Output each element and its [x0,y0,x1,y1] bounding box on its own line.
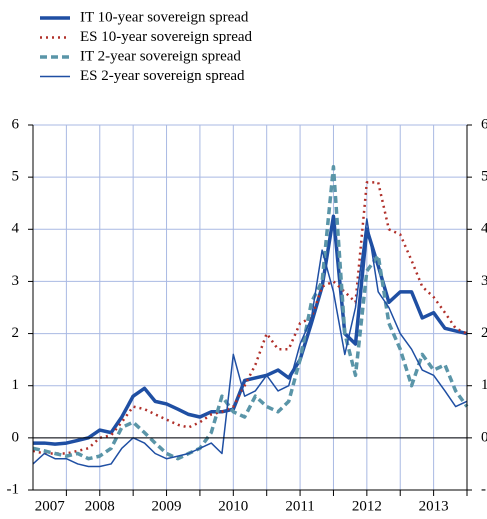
y2-tick-label: 4 [481,221,487,237]
series-line [32,218,468,468]
series-line [32,181,468,455]
grid [33,124,468,491]
series-line [32,164,469,461]
y-tick-label: 4 [12,221,20,237]
series-line [33,214,468,446]
legend-label: IT 2-year sovereign spread [80,48,241,64]
y-tick-label: -1 [7,481,20,497]
y2-tick-label: 5 [481,169,487,185]
y2-tick-label: 0 [481,429,487,445]
x-tick-label: 2009 [152,498,182,514]
legend-label: IT 10-year sovereign spread [80,9,249,25]
y2-tick-label: 3 [481,273,487,289]
x-tick-label: 2011 [285,498,314,514]
y-tick-label: 3 [12,273,20,289]
legend-label: ES 2-year sovereign spread [80,68,245,84]
x-tick-label: 2013 [419,498,449,514]
legend: IT 10-year sovereign spread ES 10-year so… [40,9,253,84]
y2-tick-label: -1 [481,481,487,497]
y-tick-label: 0 [12,429,20,445]
x-tick-label: 2012 [352,498,382,514]
lines [32,164,469,468]
x-tick-label: 2008 [85,498,115,514]
axes: -1 0 1 2 3 4 5 6 -1 0 1 2 3 4 5 6 2007 2008 2009 2010 2011 20… [7,116,487,514]
y-tick-label: 5 [12,169,20,185]
x-tick-label: 2007 [35,498,66,514]
y2-tick-label: 6 [481,116,487,132]
legend-label: ES 10-year sovereign spread [80,29,253,45]
y-tick-label: 1 [12,377,20,393]
y-tick-label: 6 [12,116,20,132]
y2-tick-label: 2 [481,325,487,341]
y-tick-label: 2 [12,325,20,341]
y2-tick-label: 1 [481,377,487,393]
x-tick-label: 2010 [218,498,248,514]
